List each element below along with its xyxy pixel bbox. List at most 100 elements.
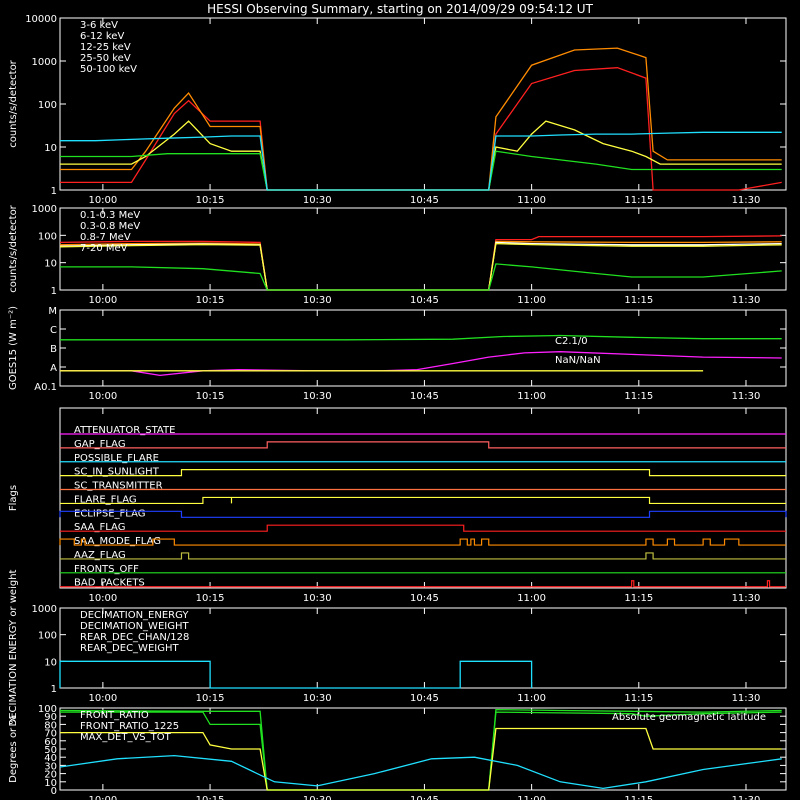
panel6-legend-entry: FRONT_RATIO bbox=[80, 710, 149, 721]
panel6-ytick-label: 90 bbox=[44, 712, 57, 723]
flag-line bbox=[59, 538, 786, 546]
panel2-ytick-label: 10 bbox=[44, 259, 57, 270]
panel4-xtick-label: 11:00 bbox=[517, 593, 546, 604]
panel2-xtick-label: 10:15 bbox=[196, 295, 225, 306]
panel3-ytick-label: C bbox=[50, 325, 57, 336]
panel5-xtick-label: 11:30 bbox=[732, 693, 761, 704]
panel2-xtick-label: 11:30 bbox=[732, 295, 761, 306]
panel6-ytick-label: 50 bbox=[44, 745, 57, 756]
panel5-ytick-label: 1 bbox=[51, 684, 57, 695]
geomag-label: Absolute geomagnetic latitude bbox=[612, 712, 766, 723]
panel6-series-line bbox=[60, 727, 782, 791]
panel1-ylabel: counts/s/detector bbox=[8, 59, 19, 147]
panel1-ytick-label: 1000 bbox=[32, 57, 57, 68]
panel1-series-line bbox=[60, 120, 782, 191]
goes-class-label: C2.1/0 bbox=[555, 336, 588, 347]
flag-label: SC_IN_SUNLIGHT bbox=[74, 467, 160, 478]
panel2-ytick-label: 1000 bbox=[32, 204, 57, 215]
panel6-xtick-label: 11:15 bbox=[624, 795, 653, 800]
panel1-series-line bbox=[60, 67, 782, 191]
panel5-legend-entry: DECIMATION_ENERGY bbox=[80, 610, 189, 621]
panel6-ytick-label: 30 bbox=[44, 761, 57, 772]
panel1-legend-entry: 12-25 keV bbox=[80, 42, 131, 53]
panel2-legend-entry: 7-20 MeV bbox=[80, 243, 128, 254]
flag-line bbox=[60, 441, 786, 449]
panel1-ytick-label: 1 bbox=[51, 186, 57, 197]
panel2-xtick-label: 11:00 bbox=[517, 295, 546, 306]
panel6-ytick-label: 20 bbox=[44, 770, 57, 781]
panel5-xtick-label: 10:45 bbox=[410, 693, 439, 704]
panel1-xtick-label: 10:45 bbox=[410, 195, 439, 206]
panel1-series-line bbox=[60, 131, 782, 191]
panel1-ytick-label: 10000 bbox=[25, 14, 57, 25]
panel4-xtick-label: 11:15 bbox=[624, 593, 653, 604]
flag-line bbox=[60, 469, 786, 477]
plot-title: HESSI Observing Summary, starting on 201… bbox=[207, 2, 593, 16]
flag-label: ATTENUATOR_STATE bbox=[74, 425, 175, 436]
panel5-ytick-label: 100 bbox=[38, 631, 57, 642]
panel6-ytick-label: 40 bbox=[44, 753, 57, 764]
panel4-xtick-label: 11:30 bbox=[732, 593, 761, 604]
panel4-xtick-label: 10:00 bbox=[88, 593, 117, 604]
panel3-ytick-label: A bbox=[50, 363, 57, 374]
flag-label: SC_TRANSMITTER bbox=[74, 481, 163, 492]
panel1-ytick-label: 100 bbox=[38, 100, 57, 111]
flag-line bbox=[60, 496, 786, 505]
panel6-xtick-label: 11:00 bbox=[517, 795, 546, 800]
panel3-xtick-label: 10:15 bbox=[196, 391, 225, 402]
panel2-series-line bbox=[60, 263, 782, 291]
panel5-legend-entry: REAR_DEC_WEIGHT bbox=[80, 643, 179, 654]
panel5-series-line bbox=[59, 660, 533, 689]
panel5-xtick-label: 10:30 bbox=[303, 693, 332, 704]
panel1-xtick-label: 11:15 bbox=[624, 195, 653, 206]
panel1-legend-entry: 6-12 keV bbox=[80, 31, 124, 42]
flag-label: POSSIBLE_FLARE bbox=[74, 453, 159, 464]
panel5-xtick-label: 11:15 bbox=[624, 693, 653, 704]
flag-label: SAA_FLAG bbox=[74, 522, 125, 533]
panel5-legend-entry: REAR_DEC_CHAN/128 bbox=[80, 632, 189, 643]
panel6-xtick-label: 10:45 bbox=[410, 795, 439, 800]
flag-line bbox=[60, 552, 786, 560]
flag-label: BAD_PACKETS bbox=[74, 578, 145, 589]
panel3-xtick-label: 11:30 bbox=[732, 391, 761, 402]
panel4-ylabel: Flags bbox=[8, 485, 19, 511]
panel3-xtick-label: 11:15 bbox=[624, 391, 653, 402]
panel6-ytick-label: 60 bbox=[44, 737, 57, 748]
panel6-ytick-label: 10 bbox=[44, 778, 57, 789]
panel6-ylabel: Degrees or % bbox=[8, 715, 19, 783]
flag-label: AAZ_FLAG bbox=[74, 550, 126, 561]
panel2-series-line bbox=[59, 241, 782, 291]
panel3-series-line bbox=[60, 334, 782, 341]
panel1-xtick-label: 11:30 bbox=[732, 195, 761, 206]
flag-line bbox=[59, 510, 787, 518]
panel2-legend-entry: 0.8-7 MeV bbox=[80, 232, 131, 243]
panel2-ytick-label: 100 bbox=[38, 231, 57, 242]
panel1-xtick-label: 10:15 bbox=[196, 195, 225, 206]
panel2-legend-entry: 0.1-0.3 MeV bbox=[80, 210, 140, 221]
goes-ratio-label: NaN/NaN bbox=[555, 355, 601, 366]
panel5-xtick-label: 11:00 bbox=[517, 693, 546, 704]
panel4-xtick-label: 10:30 bbox=[303, 593, 332, 604]
panel5-ylabel: DECIMATION ENERGY or weight bbox=[8, 569, 19, 726]
panel1-legend-entry: 50-100 keV bbox=[80, 64, 137, 75]
panel2-legend-entry: 0.3-0.8 MeV bbox=[80, 221, 140, 232]
panel6-ytick-label: 80 bbox=[44, 720, 57, 731]
flag-label: GAP_FLAG bbox=[74, 439, 126, 450]
panel3-xtick-label: 10:45 bbox=[410, 391, 439, 402]
flag-line bbox=[60, 580, 786, 588]
panel4-xtick-label: 10:15 bbox=[196, 593, 225, 604]
panel6-legend-entry: FRONT_RATIO_1225 bbox=[80, 721, 179, 732]
panel5-ytick-label: 10 bbox=[44, 657, 57, 668]
panel1-series-line bbox=[60, 47, 782, 191]
panel6-ytick-label: 0 bbox=[51, 786, 57, 797]
flag-label: SAA_MODE_FLAG bbox=[74, 536, 161, 547]
panel5-legend-entry: DECIMATION_WEIGHT bbox=[80, 621, 189, 632]
panel2-ytick-label: 1 bbox=[51, 286, 57, 297]
panel3-ytick-label: B bbox=[50, 344, 57, 355]
panel5-xtick-label: 10:00 bbox=[88, 693, 117, 704]
panel3-ylabel: GOES15 (W m⁻²) bbox=[8, 306, 19, 390]
panel1-xtick-label: 10:00 bbox=[88, 195, 117, 206]
panel2-xtick-label: 11:15 bbox=[624, 295, 653, 306]
flag-line bbox=[60, 524, 786, 532]
